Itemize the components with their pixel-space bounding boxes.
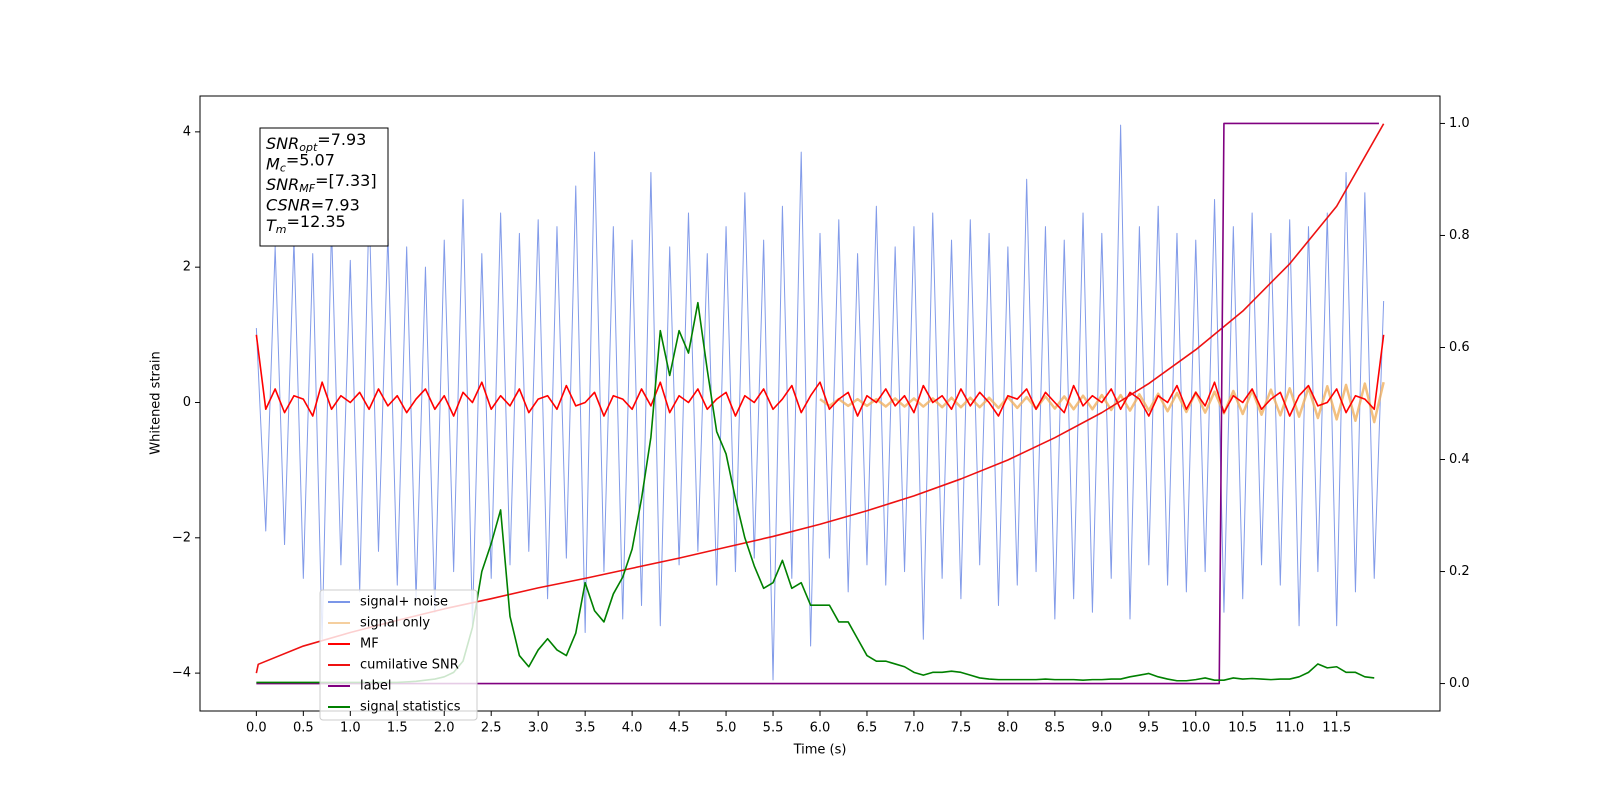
x-tick-label: 1.5 — [387, 721, 408, 736]
x-tick-label: 10.5 — [1228, 721, 1257, 736]
y-tick-label: −4 — [172, 666, 191, 681]
x-tick-label: 10.0 — [1181, 721, 1210, 736]
legend: signal+ noise signal only MF cumilative SNR… — [319, 589, 478, 721]
annotation-base: CSNR — [266, 195, 311, 214]
y2-tick-label: 0.0 — [1449, 676, 1470, 691]
annotation-line: SNRMF=[7.33] — [266, 171, 377, 196]
y-axis-label: Whitened strain — [149, 351, 164, 454]
x-tick-label: 2.5 — [481, 721, 502, 736]
x-tick-label: 6.0 — [810, 721, 831, 736]
x-tick-label: 3.0 — [528, 721, 549, 736]
x-tick-label: 2.0 — [434, 721, 455, 736]
x-tick-label: 9.5 — [1138, 721, 1159, 736]
overlay: SNRopt=7.93Mc=5.07SNRMF=[7.33]CSNR=7.93T… — [259, 127, 478, 721]
x-tick-label: 8.0 — [998, 721, 1019, 736]
annotation-line: CSNR=7.93 — [266, 195, 360, 214]
annotation-text: =7.93 — [311, 195, 360, 214]
x-tick-label: 7.0 — [904, 721, 925, 736]
series-line — [255, 334, 1385, 417]
legend-label: cumilative SNR — [360, 658, 459, 673]
x-tick-label: 0.5 — [293, 721, 314, 736]
x-tick-label: 8.5 — [1045, 721, 1066, 736]
series-line — [819, 381, 1385, 424]
series-line — [256, 122, 1379, 685]
y-tick-label: −2 — [172, 530, 191, 545]
y2-tick-label: 0.6 — [1449, 340, 1470, 355]
annotation-text: =[7.33] — [315, 171, 377, 190]
x-tick-label: 0.0 — [246, 721, 267, 736]
x-tick-label: 6.5 — [857, 721, 878, 736]
x-tick-label: 5.5 — [763, 721, 784, 736]
x-tick-label: 11.0 — [1275, 721, 1304, 736]
y-tick-label: 2 — [183, 260, 191, 275]
annotation-frame — [259, 127, 389, 247]
annotation-text: =5.07 — [286, 150, 335, 169]
y2-tick-label: 0.2 — [1449, 564, 1470, 579]
annotation-sub: m — [276, 223, 287, 236]
annotation-base: T — [266, 216, 277, 235]
legend-label: MF — [360, 637, 379, 652]
x-tick-label: 4.5 — [669, 721, 690, 736]
y2-tick-label: 1.0 — [1449, 116, 1470, 131]
y2-tick-label: 0.4 — [1449, 452, 1470, 467]
annotation-sub: opt — [299, 141, 318, 154]
annotation-line: Mc=5.07 — [266, 150, 335, 175]
annotation-base: SNR — [266, 175, 299, 194]
annotation-box: SNRopt=7.93Mc=5.07SNRMF=[7.33]CSNR=7.93T… — [259, 127, 389, 247]
annotation-base: M — [266, 154, 280, 173]
annotation-text: =12.35 — [287, 212, 346, 231]
x-axis-label: Time (s) — [793, 743, 847, 758]
x-tick-label: 5.0 — [716, 721, 737, 736]
legend-label: signal only — [360, 616, 430, 631]
legend-label: label — [360, 679, 391, 694]
annotation-line: Tm=12.35 — [266, 212, 346, 237]
y2-tick-label: 0.8 — [1449, 228, 1470, 243]
annotation-line: SNRopt=7.93 — [266, 130, 366, 155]
legend-label: signal+ noise — [360, 595, 448, 610]
annotation-sub: c — [280, 162, 286, 175]
annotation-base: SNR — [266, 134, 299, 153]
annotation-sub: MF — [299, 182, 315, 195]
x-tick-label: 1.0 — [340, 721, 361, 736]
x-tick-label: 7.5 — [951, 721, 972, 736]
y-tick-label: 0 — [183, 395, 191, 410]
x-tick-label: 11.5 — [1322, 721, 1351, 736]
y-tick-label: 4 — [183, 124, 191, 139]
x-tick-label: 9.0 — [1091, 721, 1112, 736]
legend-frame — [319, 589, 478, 721]
annotation-text: =7.93 — [317, 130, 366, 149]
series-line — [255, 124, 1385, 681]
x-tick-label: 4.0 — [622, 721, 643, 736]
legend-label: signal statistics — [360, 700, 461, 715]
x-tick-label: 3.5 — [575, 721, 596, 736]
